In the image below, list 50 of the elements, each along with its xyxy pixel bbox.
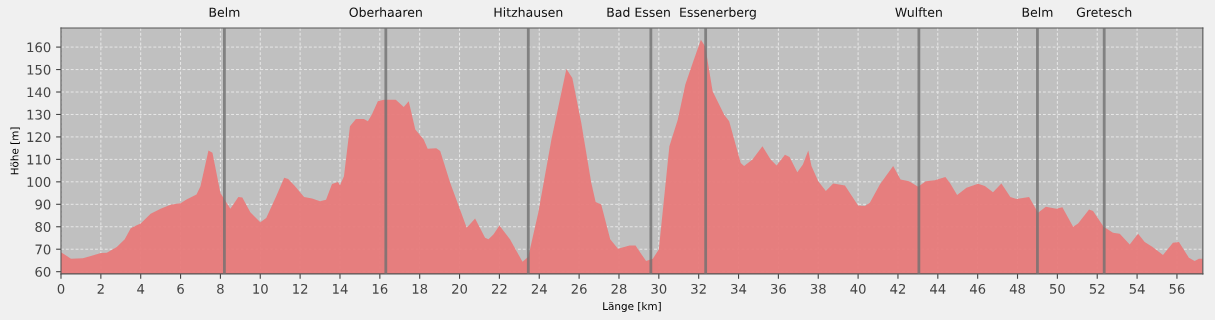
ref-line-label: Hitzhausen — [494, 7, 563, 17]
x-tick-label: 38 — [810, 283, 826, 294]
x-tick-label: 20 — [452, 283, 468, 294]
x-tick-label: 28 — [611, 283, 627, 294]
x-tick-label: 0 — [57, 283, 65, 294]
x-tick-label: 50 — [1050, 283, 1065, 294]
x-tick-label: 54 — [1129, 284, 1145, 294]
ref-line-label: Wulften — [895, 7, 942, 17]
y-tick-label: 160 — [27, 42, 51, 53]
x-tick-label: 36 — [771, 283, 786, 294]
x-tick-label: 24 — [531, 283, 547, 294]
x-tick-label: 4 — [137, 284, 145, 294]
x-tick-label: 6 — [177, 283, 184, 294]
x-tick-label: 34 — [731, 283, 747, 294]
x-tick-label: 12 — [293, 283, 308, 294]
x-tick-label: 30 — [651, 283, 667, 294]
x-tick-label: 26 — [571, 283, 587, 294]
ref-line-label: Bad Essen — [607, 7, 670, 17]
x-tick-label: 2 — [97, 283, 104, 294]
x-tick-label: 32 — [691, 283, 706, 294]
y-tick-label: 130 — [27, 109, 51, 120]
x-tick-label: 16 — [372, 283, 388, 294]
x-tick-label: 42 — [890, 283, 906, 294]
x-axis-title: Länge [km] — [603, 301, 661, 313]
y-tick-label: 100 — [27, 177, 51, 188]
y-tick-label: 140 — [27, 87, 51, 98]
x-tick-label: 52 — [1089, 283, 1105, 294]
x-tick-label: 44 — [930, 284, 946, 294]
y-axis-title: Höhe [m] — [10, 127, 20, 175]
ref-line-label: Oberhaaren — [349, 7, 422, 17]
x-tick-label: 40 — [850, 283, 866, 294]
x-tick-label: 22 — [491, 283, 507, 294]
ref-line-label: Belm — [1022, 7, 1053, 17]
y-tick-label: 90 — [35, 199, 51, 210]
ref-line-label: Belm — [209, 7, 240, 17]
x-tick-label: 10 — [253, 283, 268, 294]
y-tick-label: 60 — [35, 266, 51, 277]
y-tick-label: 70 — [35, 244, 51, 255]
x-tick-label: 18 — [412, 283, 428, 294]
x-tick-label: 8 — [217, 283, 224, 294]
x-tick-label: 48 — [1009, 283, 1026, 294]
x-tick-label: 46 — [969, 283, 986, 294]
y-tick-label: 120 — [27, 132, 51, 143]
y-tick-label: 150 — [27, 64, 51, 75]
ref-line-label: Essenerberg — [680, 7, 756, 20]
y-tick-label: 80 — [35, 221, 51, 232]
x-tick-label: 56 — [1169, 283, 1185, 294]
x-tick-label: 14 — [333, 284, 348, 294]
y-tick-label: 110 — [27, 154, 51, 165]
ref-line-label: Gretesch — [1076, 7, 1132, 17]
